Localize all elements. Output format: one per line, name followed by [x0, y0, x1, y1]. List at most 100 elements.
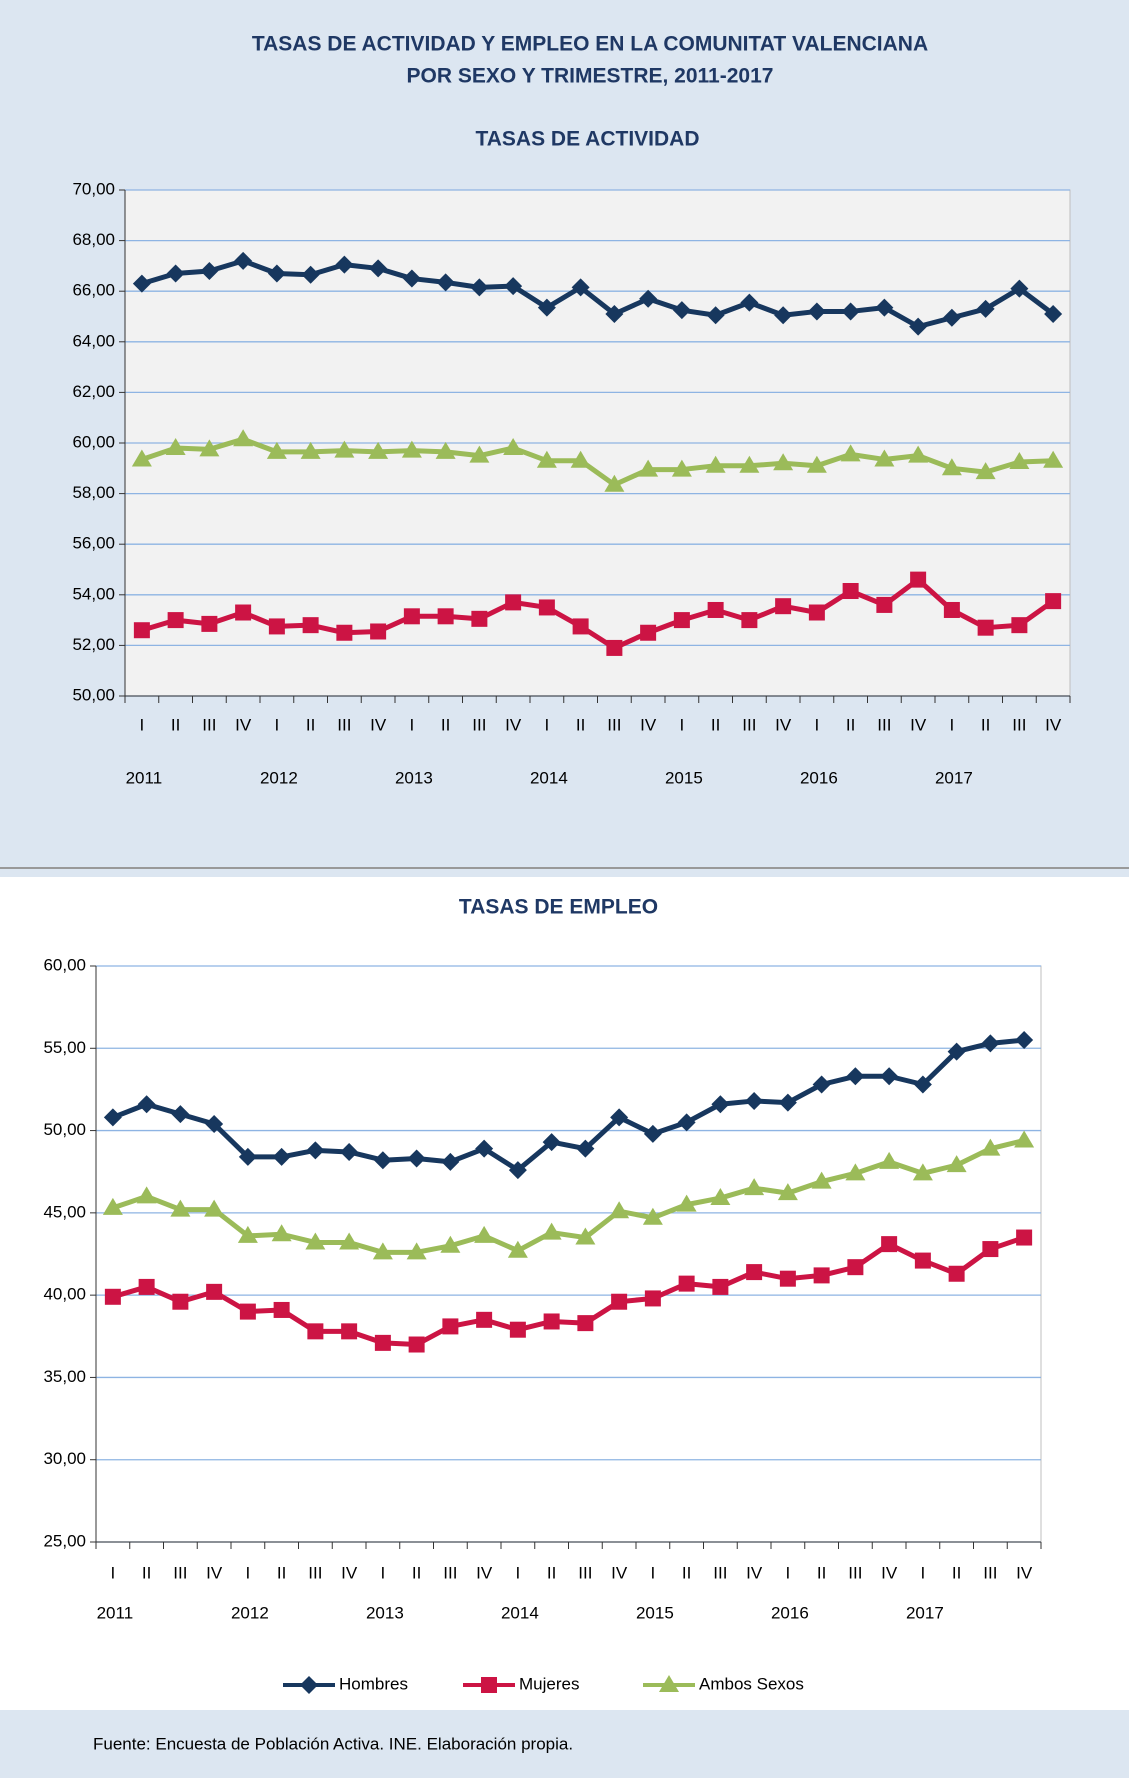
data-point	[536, 450, 557, 468]
year-label: 2017	[906, 1603, 944, 1622]
data-point	[239, 1303, 256, 1320]
data-point	[605, 304, 624, 323]
data-point	[774, 306, 793, 325]
data-point	[744, 1178, 765, 1196]
x-tick-label: IV	[910, 715, 927, 734]
data-point	[102, 1197, 123, 1215]
data-point	[841, 302, 860, 321]
year-label: 2012	[260, 768, 298, 787]
y-tick-label: 25,00	[43, 1531, 86, 1550]
year-label: 2017	[935, 768, 973, 787]
data-point	[401, 440, 422, 458]
x-tick-label: III	[443, 1563, 457, 1582]
data-point	[1015, 1031, 1034, 1050]
data-point	[875, 298, 894, 317]
data-point	[543, 1313, 560, 1330]
x-tick-label: III	[308, 1563, 322, 1582]
data-point	[507, 1240, 528, 1258]
data-point	[941, 458, 962, 476]
x-tick-label: II	[682, 1563, 691, 1582]
data-point	[812, 1075, 831, 1094]
legend-label: Hombres	[339, 1674, 408, 1693]
x-tick-label: II	[171, 715, 180, 734]
data-point	[339, 1232, 360, 1250]
data-point	[538, 599, 555, 616]
data-point	[910, 571, 927, 588]
data-point	[775, 598, 792, 615]
x-tick-label: IV	[341, 1563, 358, 1582]
data-point	[942, 308, 961, 327]
x-tick-label: I	[545, 715, 550, 734]
x-tick-label: II	[952, 1563, 961, 1582]
data-point	[469, 445, 490, 463]
data-point	[204, 1199, 225, 1217]
data-point	[773, 453, 794, 471]
data-point	[1043, 450, 1064, 468]
data-point	[912, 1163, 933, 1181]
legend-marker	[659, 1675, 679, 1692]
data-point	[267, 264, 286, 283]
data-point	[638, 459, 659, 477]
data-point	[1009, 451, 1030, 469]
data-point	[671, 459, 692, 477]
x-tick-label: II	[277, 1563, 286, 1582]
x-tick-label: II	[142, 1563, 151, 1582]
data-point	[572, 618, 589, 635]
x-tick-label: II	[817, 1563, 826, 1582]
chart-title: TASAS DE EMPLEO	[459, 896, 658, 919]
x-tick-label: IV	[611, 1563, 628, 1582]
data-point	[982, 1241, 999, 1258]
y-tick-label: 54,00	[72, 584, 115, 603]
data-point	[706, 306, 725, 325]
y-tick-label: 45,00	[43, 1202, 86, 1221]
data-point	[677, 1113, 696, 1132]
data-point	[845, 1163, 866, 1181]
data-point	[440, 1235, 461, 1253]
x-tick-label: IV	[640, 715, 657, 734]
data-point	[975, 462, 996, 480]
data-point	[842, 583, 859, 600]
data-point	[642, 1207, 663, 1225]
data-point	[740, 293, 759, 312]
data-point	[340, 1142, 359, 1161]
data-point	[336, 624, 353, 641]
data-point	[1010, 279, 1029, 298]
data-point	[711, 1095, 730, 1114]
legend-marker	[300, 1676, 318, 1694]
data-point	[908, 445, 929, 463]
data-point	[205, 1114, 224, 1133]
data-point	[610, 1108, 629, 1127]
x-tick-label: IV	[881, 1563, 898, 1582]
data-point	[268, 618, 285, 635]
data-point	[811, 1171, 832, 1189]
series-line	[141, 577, 1055, 651]
data-point	[876, 596, 893, 613]
data-point	[171, 1105, 190, 1124]
x-tick-label: IV	[235, 715, 252, 734]
x-tick-label: IV	[746, 1563, 763, 1582]
data-point	[577, 1315, 594, 1332]
data-point	[576, 1139, 595, 1158]
y-tick-label: 70,00	[72, 179, 115, 198]
data-point	[475, 1139, 494, 1158]
x-tick-label: I	[381, 1563, 386, 1582]
data-point	[712, 1278, 729, 1295]
x-tick-label: III	[848, 1563, 862, 1582]
data-point	[271, 1224, 292, 1242]
data-point	[368, 441, 389, 459]
x-tick-label: II	[846, 715, 855, 734]
data-point	[103, 1108, 122, 1127]
data-point	[571, 278, 590, 297]
data-point	[436, 273, 455, 292]
x-tick-label: II	[412, 1563, 421, 1582]
data-point	[235, 604, 252, 621]
data-point	[570, 450, 591, 468]
data-point	[913, 1075, 932, 1094]
data-point	[807, 302, 826, 321]
data-point	[471, 610, 488, 627]
data-point	[374, 1334, 391, 1351]
x-tick-label: I	[680, 715, 685, 734]
data-point	[132, 274, 151, 293]
data-point	[537, 298, 556, 317]
data-point	[172, 1293, 189, 1310]
